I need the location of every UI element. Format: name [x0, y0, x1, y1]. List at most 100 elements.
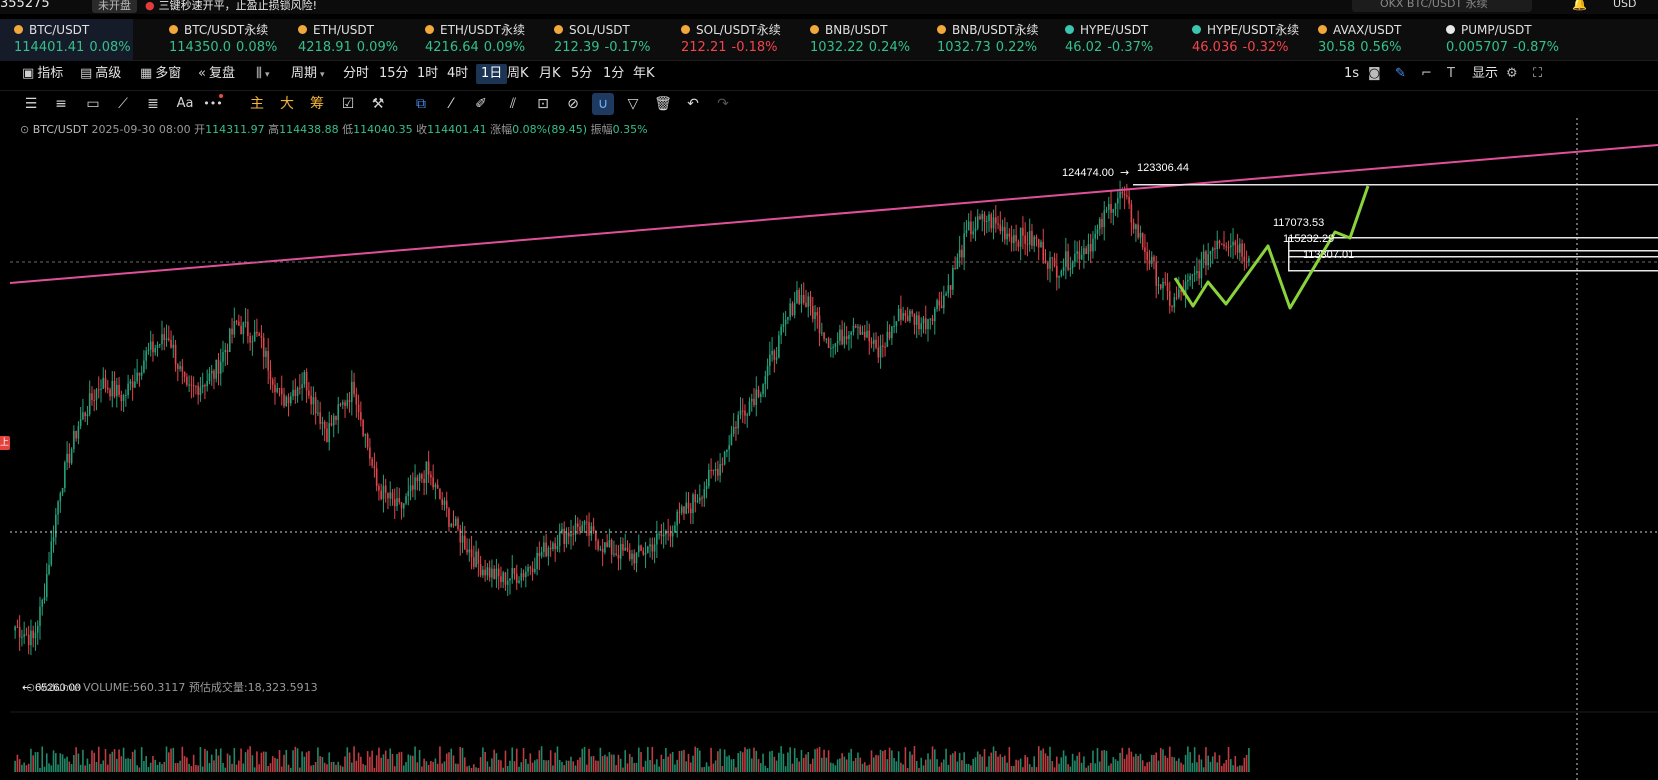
settings-icon[interactable]: ⚙	[1506, 66, 1518, 81]
big-order-button[interactable]: 大	[280, 96, 294, 112]
candle-body	[678, 511, 681, 513]
ticker-hype-usdt[interactable]: HYPE/USDT 46.02 -0.37%	[1065, 19, 1198, 61]
menu-icon[interactable]: ☰	[24, 96, 38, 112]
lock-icon[interactable]: ⊡	[537, 96, 549, 112]
interval-6[interactable]: 月K	[539, 66, 561, 81]
interval-1[interactable]: 15分	[379, 66, 409, 81]
main-chart-button[interactable]: 主	[250, 96, 264, 112]
coin-icon	[810, 25, 819, 34]
font-tool-button[interactable]: Aa	[176, 96, 194, 111]
filter-icon[interactable]: ▽	[627, 96, 639, 112]
ruler-icon[interactable]: ▭	[86, 96, 100, 112]
tools-config-icon[interactable]: ⚒	[371, 96, 385, 112]
candle-body	[538, 552, 541, 557]
replay-button[interactable]: «复盘	[198, 66, 235, 81]
info-toggle-icon[interactable]: ⊙	[20, 123, 30, 136]
interval-7[interactable]: 5分	[571, 66, 593, 81]
multiwindow-button[interactable]: ▦ 多窗	[140, 66, 182, 81]
search-input[interactable]: OKX BTC/USDT 永续	[1352, 0, 1532, 12]
volume-bar	[628, 754, 631, 772]
crop-icon[interactable]: ⌐	[1421, 66, 1432, 81]
volume-bar	[59, 753, 62, 772]
measure-icon[interactable]: ⫽	[509, 96, 517, 112]
ticker-bnb-usdt[interactable]: BNB/USDT 1032.22 0.24%	[810, 19, 943, 61]
candle-body	[750, 398, 753, 402]
notification-bell-icon[interactable]: 🔔	[1572, 0, 1587, 11]
pen-icon[interactable]: ✐	[475, 96, 487, 112]
ticker-eth-usdt-[interactable]: ETH/USDT永续 4216.64 0.09%	[425, 19, 558, 61]
volume-bar	[122, 747, 125, 772]
copy-icon[interactable]: ⧉	[416, 96, 426, 112]
brush-icon[interactable]: ⁄	[449, 96, 453, 112]
candlestick-chart[interactable]: 124474.00 → 123306.44 117073.53 115232.2…	[0, 118, 1658, 780]
chips-button[interactable]: 筹	[310, 96, 324, 112]
magnet-icon[interactable]: ∪	[592, 93, 614, 115]
advanced-button[interactable]: ▤ 高级	[80, 66, 122, 81]
indicator-button[interactable]: ▣ 指标	[22, 66, 64, 81]
candle-body	[543, 542, 545, 552]
volume-bar	[1087, 765, 1090, 772]
grid-check-icon[interactable]: ☑	[341, 96, 355, 112]
trendline[interactable]	[9, 144, 1658, 284]
ticker-eth-usdt[interactable]: ETH/USDT 4218.91 0.09%	[298, 19, 431, 61]
projection-path[interactable]	[1173, 185, 1370, 310]
volume-toggle-icon[interactable]: ⊙	[26, 681, 36, 694]
candle-body	[344, 402, 346, 406]
redo-icon[interactable]: ↷	[717, 96, 729, 112]
ticker-avax-usdt[interactable]: AVAX/USDT 30.58 0.56%	[1318, 19, 1451, 61]
volume-bar	[949, 754, 952, 772]
undo-icon[interactable]: ↶	[687, 96, 699, 112]
left-marker-badge[interactable]: 上	[0, 436, 10, 450]
period-select[interactable]: 周期 ▾	[291, 66, 325, 81]
currency-select[interactable]: USD	[1613, 0, 1637, 10]
level-lines[interactable]	[1133, 184, 1658, 272]
candle-body	[1087, 243, 1090, 255]
volume-bar	[728, 755, 730, 772]
ticker-btc-usdt-[interactable]: BTC/USDT永续 114350.0 0.08%	[169, 19, 302, 61]
candle-body	[1236, 245, 1239, 253]
interval-4[interactable]: 1日	[476, 64, 508, 84]
fullscreen-icon[interactable]: ⛶	[1533, 66, 1543, 81]
draw-pen-icon[interactable]: ✎	[1395, 66, 1406, 81]
ticker-sol-usdt[interactable]: SOL/USDT 212.39 -0.17%	[554, 19, 687, 61]
notice-banner[interactable]: ● 三键秒速开平，止盈止损锁风险!	[145, 0, 317, 13]
volume-bar	[287, 764, 290, 772]
volume-bar	[34, 752, 37, 772]
ticker-pump-usdt[interactable]: PUMP/USDT 0.005707 -0.87%	[1446, 19, 1579, 61]
interval-3[interactable]: 4时	[447, 66, 469, 81]
pattern-icon[interactable]: ≣	[147, 96, 159, 112]
ticker-name: BNB/USDT	[825, 23, 888, 37]
candle-body	[1141, 232, 1144, 248]
volume-bar	[301, 751, 303, 772]
candle-body	[522, 573, 525, 578]
candle-body	[50, 541, 53, 565]
volume-bar	[1080, 762, 1083, 772]
camera-icon[interactable]: ◙	[1368, 66, 1381, 81]
ticker-hype-usdt-[interactable]: HYPE/USDT永续 46.036 -0.32%	[1192, 19, 1325, 61]
volume-bar	[321, 756, 324, 772]
candle-body	[920, 323, 923, 330]
ticker-bnb-usdt-[interactable]: BNB/USDT永续 1032.73 0.22%	[937, 19, 1070, 61]
display-button[interactable]: 显示	[1472, 66, 1499, 81]
refresh-rate-button[interactable]: 1s	[1344, 66, 1360, 81]
candle-body	[904, 313, 907, 316]
ticker-btc-usdt[interactable]: BTC/USDT 114401.41 0.08%	[0, 19, 133, 61]
interval-0[interactable]: 分时	[343, 66, 370, 81]
volume-bar	[791, 763, 794, 772]
lines-icon[interactable]: ≡	[55, 96, 67, 112]
text-tool-icon[interactable]: T	[1447, 66, 1455, 81]
trash-icon[interactable]: 🗑	[654, 96, 672, 112]
more-tools-button[interactable]: •••	[202, 93, 224, 115]
eye-edit-icon[interactable]: ⊘	[567, 96, 579, 112]
chart-type-button[interactable]: ⫼ ▾	[256, 66, 270, 81]
interval-8[interactable]: 1分	[603, 66, 625, 81]
interval-5[interactable]: 周K	[507, 66, 529, 81]
candle-body	[961, 249, 963, 258]
volume-bar	[1218, 755, 1221, 772]
fib-icon[interactable]: ⟋	[118, 96, 128, 112]
ticker-sol-usdt-[interactable]: SOL/USDT永续 212.21 -0.18%	[681, 19, 814, 61]
volume-bar	[1119, 752, 1121, 772]
volume-bar	[55, 753, 57, 772]
interval-9[interactable]: 年K	[633, 66, 655, 81]
interval-2[interactable]: 1时	[417, 66, 439, 81]
